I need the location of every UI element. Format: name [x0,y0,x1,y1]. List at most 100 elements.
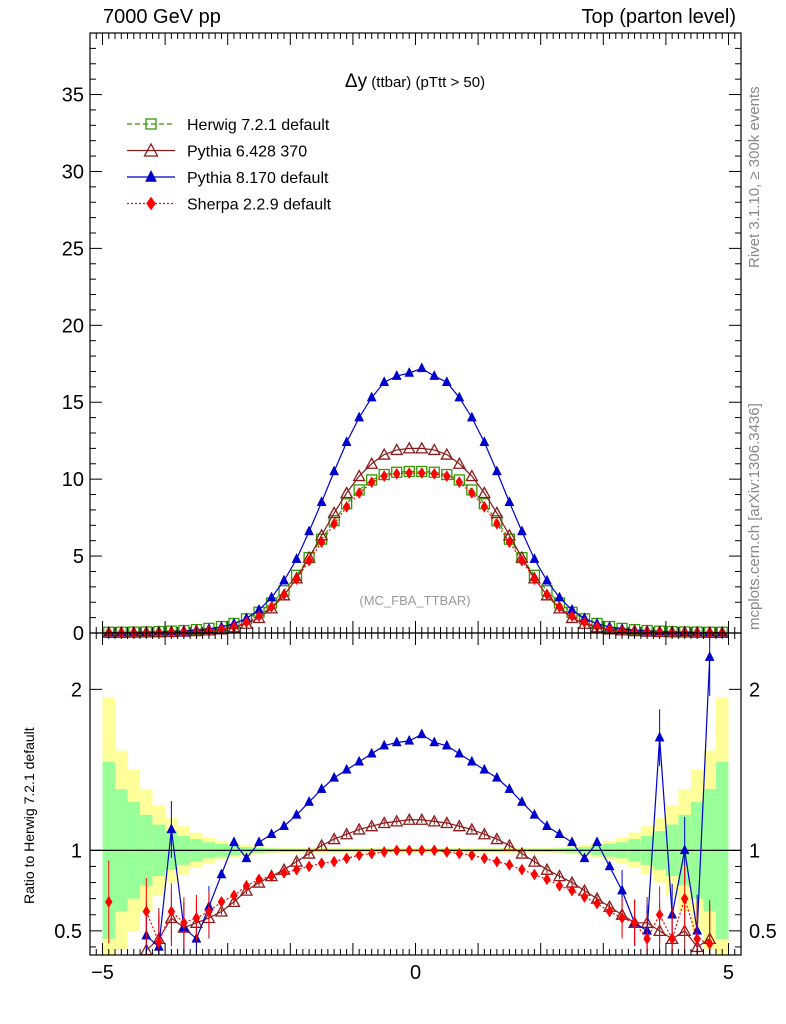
ratio-point [330,855,338,868]
ratio-point [302,846,316,859]
y-tick-label: 35 [62,85,84,107]
ratio-point [655,908,664,921]
ratio-point [341,763,352,774]
plot-title-symbol: Δy [345,71,368,92]
legend-label: Pythia 6.428 370 [187,144,307,161]
ratio-line [145,819,711,951]
ratio-point [216,868,227,879]
ratio-y-tick-label: 2 [71,679,82,701]
ratio-point [327,832,341,845]
data-point [279,574,289,585]
ratio-point [579,852,590,863]
y-tick-label: 25 [62,238,84,260]
ratio-frame [89,632,742,956]
ratio-point [252,875,266,888]
ratio-point [443,845,451,858]
ratio-point [678,924,692,936]
data-point [417,467,426,479]
ratio-point [555,879,564,892]
ratio-y-tick-label: 0.5 [54,921,82,943]
data-point [542,574,552,585]
ratio-series-2 [104,844,714,955]
ratio-point [441,739,452,750]
data-point [365,456,379,469]
data-point [493,517,501,530]
axes: 0 5 10 15 20 25 30 35 −5 0 5 0.5 0.5 1 1 2 2 [54,32,777,984]
ratio-point [618,912,626,924]
ratio-point [654,731,665,742]
ratio-point [502,838,516,851]
ratio-point [416,728,427,739]
ratio-point [254,836,264,847]
y-tick-label: 0 [73,623,84,645]
ratio-point [465,822,479,835]
ratio-point [693,932,701,945]
ratio-point [454,747,465,758]
ratio-point [217,895,226,908]
series-line [108,470,723,633]
process-label: Top (parton level) [581,6,736,28]
ratio-point [340,827,354,840]
ratio-point [239,883,254,896]
data-point [404,366,415,377]
data-point [427,443,441,456]
ratio-point [593,897,601,910]
ratio-point [305,860,313,873]
data-point [305,554,313,567]
ratio-point [415,812,429,825]
data-point [452,456,466,469]
data-point [568,610,576,623]
ratio-point [255,873,263,886]
energy-label: 7000 GeV pp [103,6,221,28]
ratio-panel [90,633,741,956]
data-point [340,486,354,499]
x-tick-label: 0 [410,962,421,984]
ratio-point [104,895,113,908]
data-point [355,487,363,499]
ratio-point [429,736,440,747]
ratio-point [380,845,388,858]
data-point [504,496,515,506]
ratio-point [390,814,404,827]
data-point [405,467,414,479]
x-tick-label: −5 [91,962,114,984]
ratio-point [329,771,340,782]
data-point [341,436,352,446]
ratio-y-tick-label-right: 1 [749,840,760,862]
ratio-point [279,820,289,830]
ratio-point [477,827,491,840]
legend-entry: Pythia 6.428 370 [127,142,307,161]
ratio-point [466,755,477,766]
ratio-point [567,836,577,847]
data-point [454,391,465,402]
data-point [440,447,454,460]
ratio-point [480,852,489,865]
data-point [479,436,490,446]
ratio-point [205,905,213,918]
ratio-point [166,823,177,834]
data-point [366,391,377,402]
ratio-line [145,849,710,945]
data-point [529,553,540,563]
data-point [455,476,464,489]
legend-marker [145,169,157,182]
data-point [443,470,451,483]
ratio-y-tick-label-right: 2 [749,679,760,701]
plot-title: Δy (ttbar) (pTtt > 50) [345,71,485,92]
ratio-point [214,904,229,917]
data-point [255,610,263,623]
ratio-point [366,747,377,758]
legend-label: Sherpa 2.2.9 default [187,197,332,214]
ratio-point [230,889,238,902]
ratio-point [291,808,302,819]
data-point [352,469,366,482]
data-point [441,376,452,386]
ratio-point [241,852,252,863]
data-point [327,506,341,519]
ratio-point [568,884,576,897]
data-point [291,553,302,563]
plot-title-rest: (ttbar) (pTtt > 50) [367,74,485,91]
ratio-point [617,884,627,895]
data-point [329,465,340,476]
